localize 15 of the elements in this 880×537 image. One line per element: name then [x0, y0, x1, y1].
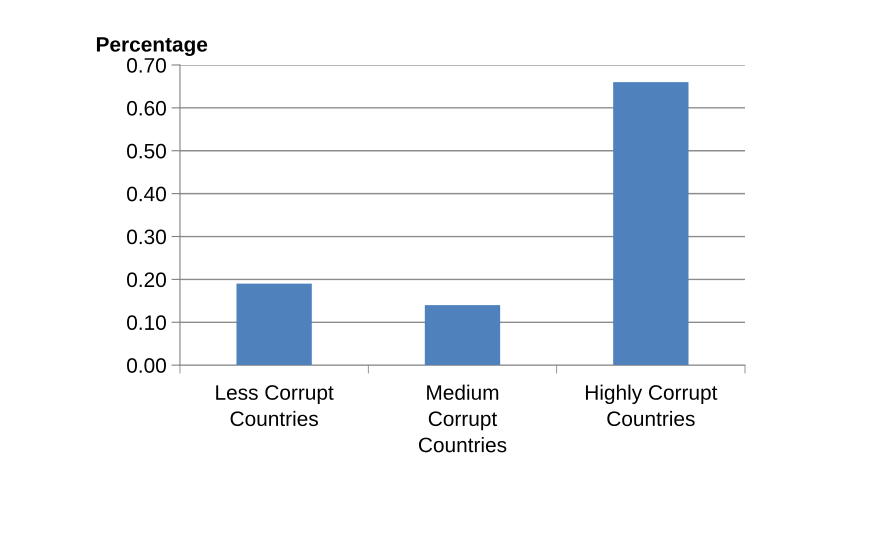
y-tick-label: 0.40 — [127, 186, 166, 202]
x-tick-label: Less Corrupt Countries — [216, 385, 334, 426]
bar — [424, 305, 500, 366]
x-tick-label: Medium Corrupt Countries — [418, 384, 506, 452]
y-tick-label: 0.30 — [127, 230, 166, 244]
y-tick-label: 0.60 — [127, 100, 166, 116]
y-axis-title: Percentage — [96, 37, 208, 56]
x-tick-label: Highly Corrupt Countries — [586, 384, 718, 426]
y-tick-label: 0.00 — [127, 358, 166, 373]
bar — [236, 284, 312, 366]
y-tick-label: 0.70 — [127, 58, 166, 73]
bar — [613, 82, 689, 366]
y-tick-label: 0.50 — [127, 144, 166, 158]
y-tick-label: 0.10 — [127, 315, 166, 330]
y-tick-label: 0.20 — [127, 272, 166, 288]
